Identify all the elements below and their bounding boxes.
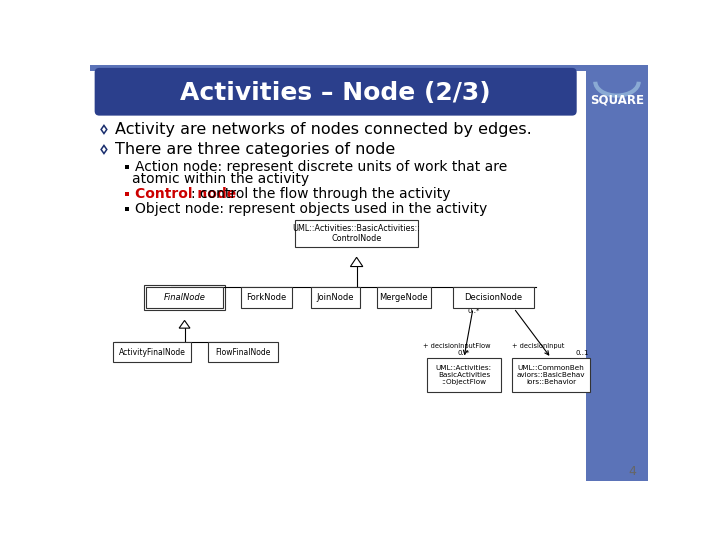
Polygon shape <box>351 257 363 267</box>
Text: MergeNode: MergeNode <box>379 293 428 302</box>
Bar <box>513 358 590 392</box>
Text: 0..*: 0..* <box>467 308 480 314</box>
Text: + decisionInputFlow: + decisionInputFlow <box>423 343 491 349</box>
Bar <box>377 287 431 308</box>
Text: 0..*: 0..* <box>458 350 470 356</box>
Text: Activity are networks of nodes connected by edges.: Activity are networks of nodes connected… <box>114 122 531 137</box>
Bar <box>453 287 534 308</box>
Bar <box>125 207 129 211</box>
Text: JoinNode: JoinNode <box>317 293 354 302</box>
Bar <box>144 285 225 309</box>
Text: UML::CommonBeh
aviors::BasicBehav
iors::Behavior: UML::CommonBeh aviors::BasicBehav iors::… <box>517 365 585 385</box>
Text: FlowFinalNode: FlowFinalNode <box>215 348 271 356</box>
Text: 4: 4 <box>629 465 636 478</box>
Text: ActivityFinalNode: ActivityFinalNode <box>119 348 186 356</box>
Text: : control the flow through the activity: : control the flow through the activity <box>191 187 450 201</box>
Bar <box>241 287 292 308</box>
Text: Activities – Node (2/3): Activities – Node (2/3) <box>179 82 490 105</box>
Polygon shape <box>100 144 108 155</box>
Text: Action node: represent discrete units of work that are: Action node: represent discrete units of… <box>135 160 507 174</box>
Polygon shape <box>102 147 106 152</box>
Bar <box>295 220 418 247</box>
Text: There are three categories of node: There are three categories of node <box>114 142 395 157</box>
Text: DecisionNode: DecisionNode <box>464 293 523 302</box>
Text: + decisionInput: + decisionInput <box>513 343 564 349</box>
Text: Object node: represent objects used in the activity: Object node: represent objects used in t… <box>135 202 487 216</box>
Bar <box>586 65 648 481</box>
Text: ForkNode: ForkNode <box>246 293 287 302</box>
Text: ^: ^ <box>510 306 517 315</box>
Bar <box>90 65 648 71</box>
Bar <box>125 165 129 169</box>
Bar <box>311 287 360 308</box>
Bar <box>125 192 129 196</box>
Bar <box>427 358 500 392</box>
Bar <box>208 342 277 362</box>
Text: FinalNode: FinalNode <box>163 293 205 302</box>
Text: 0..1: 0..1 <box>576 350 590 356</box>
Polygon shape <box>102 127 106 132</box>
Text: UML::Activities::BasicActivities::
ControlNode: UML::Activities::BasicActivities:: Contr… <box>292 224 420 243</box>
Text: UML::Activities:
BasicActivities
::ObjectFlow: UML::Activities: BasicActivities ::Objec… <box>436 365 492 385</box>
Bar <box>113 342 191 362</box>
Text: atomic within the activity: atomic within the activity <box>132 172 309 186</box>
Polygon shape <box>179 320 190 328</box>
Bar <box>145 287 223 308</box>
Polygon shape <box>100 124 108 135</box>
FancyBboxPatch shape <box>94 68 577 116</box>
Text: SQUARE: SQUARE <box>590 94 644 107</box>
Text: Control node: Control node <box>135 187 236 201</box>
